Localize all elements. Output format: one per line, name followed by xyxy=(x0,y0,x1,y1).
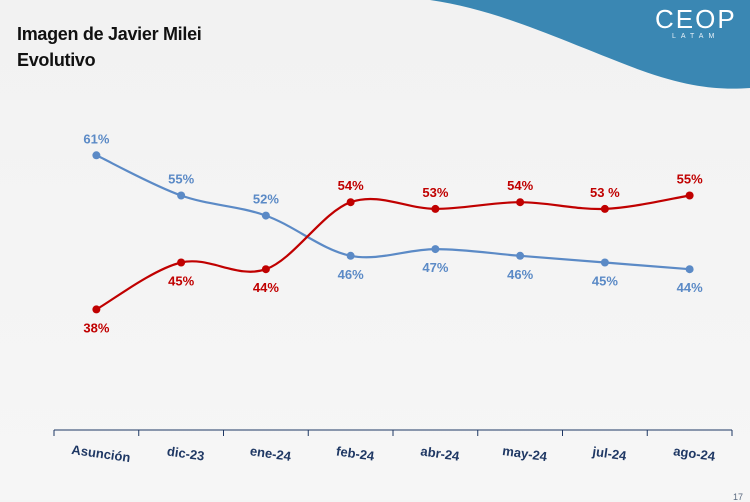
data-label: 53% xyxy=(422,185,448,200)
data-point xyxy=(600,258,609,267)
data-point xyxy=(261,265,270,274)
x-tick-label: Asunción xyxy=(71,442,132,465)
x-tick-label: ene-24 xyxy=(249,443,293,464)
data-label: 61% xyxy=(83,131,109,146)
data-point xyxy=(431,245,440,254)
data-label: 45% xyxy=(592,274,618,289)
data-label: 54% xyxy=(338,178,364,193)
data-label: 47% xyxy=(422,260,448,275)
chart-subtitle: Evolutivo xyxy=(17,50,96,70)
data-point xyxy=(177,191,186,200)
data-point xyxy=(261,211,270,220)
data-label: 44% xyxy=(253,280,279,295)
data-point xyxy=(346,198,355,207)
data-label: 38% xyxy=(83,320,109,335)
data-label: 44% xyxy=(677,280,703,295)
x-tick-label: may-24 xyxy=(502,443,549,464)
data-label: 55% xyxy=(677,172,703,187)
data-point xyxy=(600,204,609,213)
x-tick-label: dic-23 xyxy=(166,444,205,464)
data-label: 55% xyxy=(168,172,194,187)
data-point xyxy=(92,151,101,160)
chart-title: Imagen de Javier Milei xyxy=(17,24,202,44)
series-line-1 xyxy=(95,154,690,271)
data-point xyxy=(431,204,440,213)
data-point xyxy=(516,198,525,207)
data-point xyxy=(177,258,186,267)
data-label: 46% xyxy=(338,267,364,282)
data-label: 52% xyxy=(253,192,279,207)
x-tick-label: abr-24 xyxy=(420,443,461,463)
data-label: 54% xyxy=(507,178,533,193)
data-point xyxy=(685,265,694,274)
data-point xyxy=(92,305,101,314)
data-point xyxy=(516,251,525,260)
data-label: 45% xyxy=(168,274,194,289)
data-point xyxy=(346,251,355,260)
series-line-2 xyxy=(95,194,690,311)
x-tick-label: ago-24 xyxy=(672,443,716,464)
x-tick-label: jul-24 xyxy=(591,444,628,464)
data-label: 46% xyxy=(507,267,533,282)
x-tick-label: feb-24 xyxy=(335,443,376,463)
data-point xyxy=(685,191,694,200)
ceop-logo-subtext: LATAM xyxy=(672,33,720,40)
data-label: 53 % xyxy=(590,185,620,200)
page-number: 17 xyxy=(733,492,744,502)
ceop-logo: CEOP xyxy=(655,4,737,34)
